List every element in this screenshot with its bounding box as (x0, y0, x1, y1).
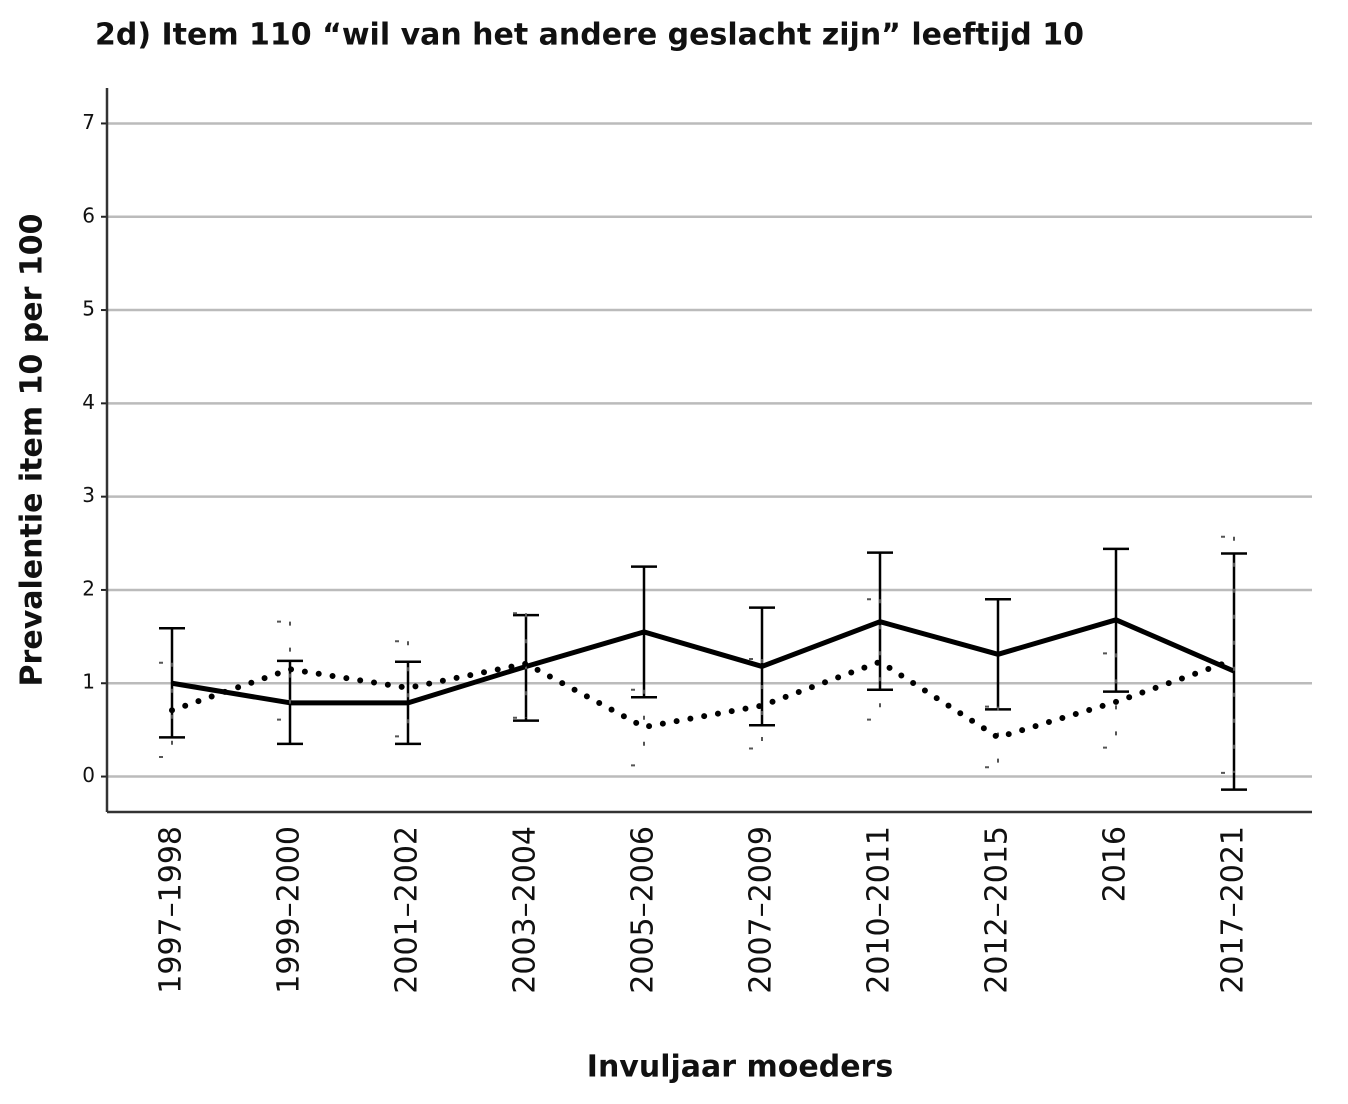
error-bar (159, 626, 185, 739)
y-tick-label: 0 (82, 763, 95, 787)
y-tick-label: 4 (82, 390, 95, 414)
y-tick-label: 2 (82, 576, 95, 600)
y-tick-label: 5 (82, 297, 95, 321)
error-bar (631, 688, 657, 767)
x-tick-label: 2001–2002 (390, 826, 425, 994)
chart-title: 2d) Item 110 “wil van het andere geslach… (95, 18, 1084, 53)
x-tick-label: 2005–2006 (626, 826, 661, 994)
y-tick-label: 1 (82, 670, 95, 694)
y-tick-label: 6 (82, 203, 95, 227)
x-tick-label: 2010–2011 (862, 826, 897, 994)
x-tick-label: 2017–2021 (1216, 826, 1251, 994)
y-tick-label: 7 (82, 110, 95, 134)
error-bar (1103, 652, 1129, 749)
error-bar (1221, 552, 1247, 791)
x-axis-label: Invuljaar moeders (587, 1050, 893, 1085)
y-axis-label: Prevalentie item 10 per 100 (15, 214, 50, 687)
series-line (171, 617, 1235, 706)
x-tick-label: 1997–1998 (154, 826, 189, 994)
error-bar (277, 620, 303, 721)
x-tick-label: 1999–2000 (272, 826, 307, 994)
y-tick-label: 3 (82, 483, 95, 507)
error-bar (395, 640, 421, 738)
x-tick-label: 2016 (1098, 826, 1133, 902)
x-tick-label: 2012–2015 (980, 826, 1015, 994)
x-tick-label: 2003–2004 (508, 826, 543, 994)
error-bar (1221, 535, 1247, 774)
series-line (169, 656, 1237, 741)
x-tick-label: 2007–2009 (744, 826, 779, 994)
error-bar (749, 657, 775, 750)
error-bar (159, 661, 185, 758)
